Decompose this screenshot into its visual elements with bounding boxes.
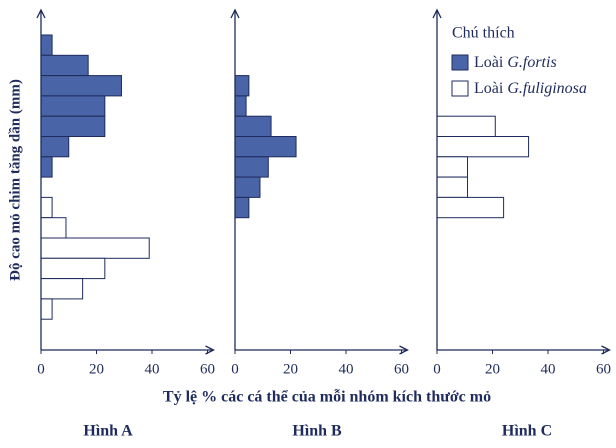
x-tick-label: 0 xyxy=(231,361,239,377)
bar xyxy=(436,156,469,178)
legend-title: Chú thích xyxy=(452,25,515,42)
panel-title: Hình B xyxy=(292,423,342,440)
bar xyxy=(436,196,505,219)
bar xyxy=(40,54,89,77)
x-tick-label: 40 xyxy=(339,361,354,377)
bar xyxy=(40,237,150,259)
legend-swatch xyxy=(451,54,469,71)
x-axis-arrow xyxy=(601,345,611,355)
bar xyxy=(40,278,84,300)
x-tick-label: 40 xyxy=(145,361,160,377)
x-axis-arrow xyxy=(399,345,409,355)
bar xyxy=(234,156,269,178)
bar xyxy=(40,75,122,97)
y-axis-arrow xyxy=(36,8,46,19)
bar xyxy=(40,95,106,117)
x-axis-arrow xyxy=(205,345,215,355)
bar xyxy=(234,95,247,117)
bar xyxy=(40,298,53,320)
x-axis-label: Tỷ lệ % các cá thể của mỗi nhóm kích thư… xyxy=(163,389,491,406)
y-axis-arrow xyxy=(230,8,240,19)
x-tick-label: 0 xyxy=(433,361,441,377)
bar xyxy=(40,136,70,158)
bar xyxy=(436,136,530,158)
x-tick-label: 20 xyxy=(89,361,104,377)
y-axis-arrow xyxy=(432,8,442,19)
legend-label: Loài G.fortis xyxy=(474,54,557,71)
bar xyxy=(40,156,53,178)
x-tick-label: 60 xyxy=(200,361,215,377)
legend-swatch xyxy=(451,80,469,97)
bar xyxy=(234,136,297,158)
panel-title: Hình C xyxy=(502,423,552,440)
x-tick-label: 60 xyxy=(596,361,611,377)
bar xyxy=(40,257,106,280)
bar xyxy=(40,196,53,219)
x-tick-label: 60 xyxy=(394,361,409,377)
bar xyxy=(234,176,261,198)
legend-label: Loài G.fuliginosa xyxy=(474,80,587,97)
x-tick-label: 20 xyxy=(485,361,500,377)
x-tick-label: 0 xyxy=(37,361,45,377)
bar xyxy=(234,196,250,219)
bar xyxy=(40,115,106,137)
x-tick-label: 20 xyxy=(283,361,298,377)
y-axis-label: Độ cao mỏ chim tăng dần (mm) xyxy=(7,79,23,281)
bar xyxy=(436,176,469,198)
bar xyxy=(234,115,272,137)
panel-title: Hình A xyxy=(83,423,133,440)
bar xyxy=(436,115,496,137)
bar xyxy=(234,75,250,97)
x-tick-label: 40 xyxy=(541,361,556,377)
bar xyxy=(40,34,53,56)
bar xyxy=(40,217,67,239)
